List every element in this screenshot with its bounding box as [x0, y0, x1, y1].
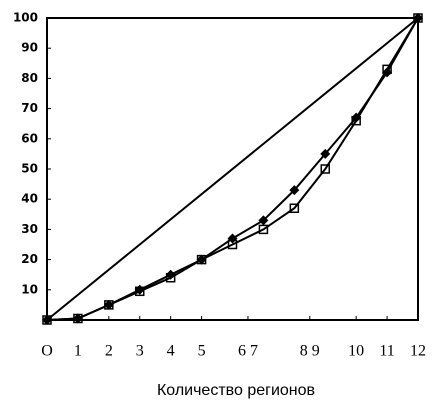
x-tick-label: 1 — [74, 343, 82, 360]
square-marker — [320, 164, 330, 174]
square-marker — [351, 115, 361, 126]
y-tick-label: 20 — [21, 252, 38, 266]
y-tick-label: 80 — [21, 71, 38, 85]
square-marker — [413, 13, 423, 23]
x-tick-label: 5 — [198, 343, 206, 360]
x-tick-label: 3 — [136, 343, 144, 360]
y-tick-label: 70 — [21, 101, 38, 115]
square-marker — [104, 300, 114, 310]
y-tick-label: 10 — [21, 282, 38, 296]
square-marker — [196, 254, 207, 265]
square-marker — [165, 272, 176, 283]
x-tick-label: 6 7 — [238, 343, 258, 360]
x-tick-label: 8 9 — [300, 343, 320, 360]
x-tick-label: 4 — [167, 343, 175, 360]
y-tick-label: 50 — [21, 162, 38, 176]
diamond-marker — [289, 185, 300, 196]
y-tick-label: 40 — [21, 192, 38, 206]
diamond-marker — [320, 148, 331, 159]
x-tick-label: 10 — [348, 343, 364, 360]
square-marker — [227, 239, 238, 250]
x-tick-label: 11 — [379, 343, 394, 360]
square-marker — [73, 313, 83, 324]
square-marker — [289, 203, 300, 214]
square-marker — [42, 315, 52, 325]
series-line — [46, 17, 419, 321]
diamond-marker — [258, 215, 269, 226]
x-tick-label: 2 — [105, 343, 113, 360]
y-tick-label: 30 — [21, 222, 38, 236]
square-marker — [382, 64, 392, 75]
x-tick-label: 12 — [410, 343, 426, 360]
y-tick-label: 100 — [13, 11, 38, 25]
series-line — [46, 17, 419, 321]
y-tick-label: 60 — [21, 131, 38, 145]
square-marker — [135, 286, 145, 297]
square-marker — [258, 224, 269, 235]
y-tick-label: 90 — [21, 41, 38, 55]
x-tick-label: O — [41, 343, 53, 360]
x-axis-title: Количество регионов — [157, 382, 315, 399]
